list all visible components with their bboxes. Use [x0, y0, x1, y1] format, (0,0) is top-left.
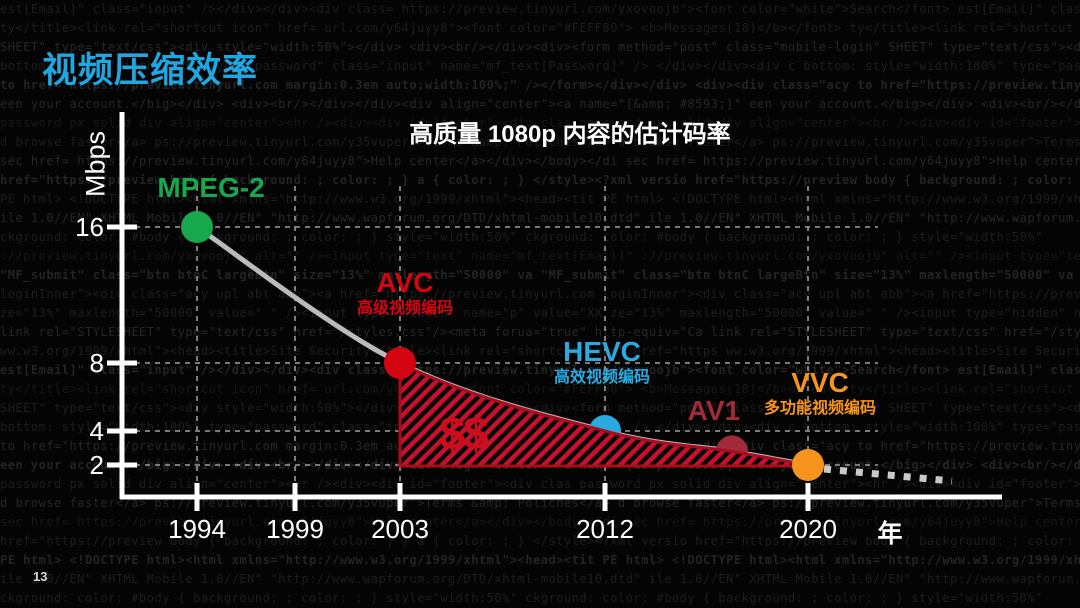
background-code-line: loginInner"><div class="acy upl abt abb"…	[0, 287, 1080, 301]
background-code-line: to href="https://preview.tinyurl.com mar…	[0, 78, 1080, 92]
y-tick-label: 16	[75, 212, 104, 242]
background-code-line: PE html> <!DOCTYPE html><html xmlns="htt…	[0, 553, 1080, 567]
y-tick-label: 2	[89, 450, 104, 480]
cost-shaded-area	[398, 360, 810, 468]
background-code-line: sec href= https://preview.tinyurl.com/y6…	[0, 515, 1080, 529]
background-code-line: ckground: color: #body { background: ; c…	[0, 591, 1043, 605]
y-tick-label: 4	[89, 416, 104, 446]
background-code-line: href="https://preview body { background:…	[0, 173, 1080, 187]
codec-name: AVC	[376, 267, 434, 298]
background-code-line: est[Email]" class="input" /></div></div>…	[0, 363, 1080, 377]
background-code-line: ww.w3.org/1999/xhtml"><head><title>Site …	[0, 344, 1080, 358]
cost-annotation: $$	[439, 407, 488, 459]
background-code-line: SHEET" type="text/css"><div style="width…	[0, 40, 1080, 54]
chart-title: 高质量 1080p 内容的估计码率	[409, 121, 731, 148]
background-code-line: password px solid div align="center"><hr…	[0, 116, 1080, 130]
background-code-line: sec href= https://preview.tinyurl.com/y6…	[0, 154, 1080, 168]
background-code-line: ile 1.0//EN" XHTML Mobile 1.0//EN" "http…	[0, 572, 1080, 586]
codec-dot-avc	[384, 347, 416, 379]
codec-subtitle: 多功能视频编码	[763, 400, 877, 417]
background-code-line: een your account.</big></div> <div><br/>…	[0, 97, 1080, 111]
trend-projection-dotted	[823, 465, 953, 485]
background-code-line: PE html> <!DOCTYPE html><html xmlns="htt…	[0, 192, 1080, 206]
y-axis-label: Mbps	[80, 130, 111, 198]
slide-title: 视频压缩效率	[42, 51, 259, 90]
codec-dot-mpeg-2	[181, 211, 213, 243]
codec-name: AV1	[687, 395, 741, 427]
background-code-line: bottom: style="width:100%" type="passwor…	[0, 59, 1080, 73]
codec-label-av1: AV1	[688, 396, 740, 426]
page-number: 13	[33, 569, 48, 584]
background-code-line: est[Email]" class="input" /></div></div>…	[0, 2, 1080, 16]
codec-dot-vvc	[792, 449, 824, 481]
chart-axes	[107, 112, 1002, 511]
codec-subtitle: 高级视频编码	[356, 300, 454, 317]
y-tick-label: 8	[89, 348, 104, 378]
x-tick-label: 2003	[371, 514, 429, 544]
x-tick-label: 2020	[779, 514, 837, 544]
background-code-line: link rel="STYLESHEET" type="text/css" hr…	[0, 325, 1080, 339]
codec-subtitle: 高效视频编码	[553, 369, 651, 386]
x-tick-label: 2012	[576, 514, 634, 544]
codec-label-mpeg-2: MPEG-2	[157, 173, 264, 203]
codec-name: VVC	[791, 367, 849, 398]
background-code-line: d browse faster</a> ps://preview.tinyurl…	[0, 135, 1080, 149]
codec-name: HEVC	[563, 336, 641, 367]
background-code-line: href="https://preview body { background:…	[0, 534, 1080, 548]
x-tick-label: 1994	[168, 514, 226, 544]
background-code-line: ty</title><link rel="shortcut icon" href…	[0, 382, 1080, 396]
x-tick-label: 1999	[266, 514, 324, 544]
background-code-line: ty</title><link rel="shortcut icon" href…	[0, 21, 1080, 35]
background-code-line: ://preview.tinyurl.com/yxovoojb" alt="" …	[0, 249, 1080, 263]
x-axis-unit-label: 年	[877, 520, 903, 548]
background-code-line: ze="13%" maxlength="50000" value=" " /><…	[0, 306, 1080, 320]
background-code-line: ile 1.0//EN" XHTML Mobile 1.0//EN" "http…	[0, 211, 1080, 225]
background-code-line: ckground: color: #body { background: ; c…	[0, 230, 1043, 244]
background-code-line: SHEET" type="text/css"><div style="width…	[0, 401, 1080, 415]
codec-label-avc: AVC 高级视频编码	[357, 268, 453, 318]
codec-name: MPEG-2	[157, 172, 265, 203]
codec-label-vvc: VVC 多功能视频编码	[764, 368, 876, 418]
codec-label-hevc: HEVC 高效视频编码	[554, 337, 650, 387]
